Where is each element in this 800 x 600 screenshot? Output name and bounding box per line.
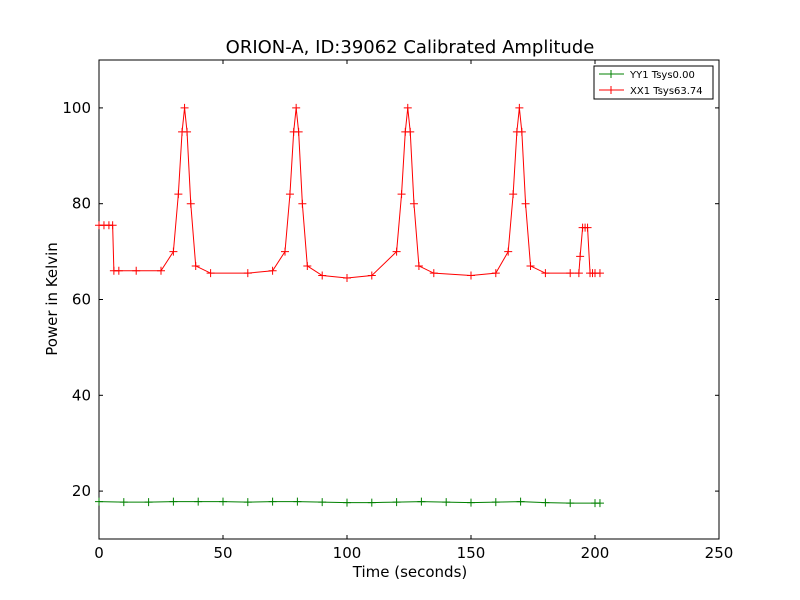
data-point	[243, 498, 252, 507]
data-point	[406, 127, 415, 136]
data-point	[583, 223, 592, 232]
y-axis-ticks: 20 40 60 80 100	[62, 99, 719, 500]
data-point	[595, 269, 604, 278]
data-point	[243, 269, 252, 278]
series-1	[95, 103, 604, 282]
data-point	[318, 271, 327, 280]
data-point	[343, 273, 351, 282]
data-point	[367, 498, 376, 507]
data-point	[467, 498, 475, 507]
data-point	[194, 497, 203, 506]
x-tick-label: 150	[457, 544, 486, 562]
data-point	[157, 266, 165, 275]
data-point	[566, 499, 575, 508]
data-point	[285, 190, 294, 199]
data-point	[541, 269, 550, 278]
data-point	[516, 497, 525, 506]
data-point	[114, 266, 123, 275]
data-point	[595, 499, 604, 508]
data-point	[206, 269, 215, 278]
series-0	[95, 497, 604, 508]
data-point	[294, 127, 303, 136]
data-point	[526, 261, 535, 270]
x-axis-ticks: 0 50 100 150 200 250	[94, 60, 733, 562]
data-point	[298, 199, 307, 208]
data-point	[174, 190, 183, 199]
data-point	[414, 261, 423, 270]
data-point	[397, 190, 406, 199]
series-line	[98, 501, 600, 504]
data-point	[509, 190, 518, 199]
data-point	[417, 497, 426, 506]
plot-area	[98, 59, 720, 540]
data-point	[504, 247, 513, 256]
data-point	[429, 269, 438, 278]
data-point	[409, 199, 418, 208]
y-tick-label: 40	[72, 386, 91, 404]
data-point	[219, 497, 227, 506]
x-tick-label: 50	[213, 544, 232, 562]
data-point	[303, 261, 312, 270]
y-axis-label: Power in Kelvin	[43, 242, 61, 356]
data-point	[521, 199, 530, 208]
data-point	[268, 266, 277, 275]
data-point	[119, 498, 128, 507]
x-tick-label: 100	[333, 544, 362, 562]
data-point	[183, 127, 192, 136]
y-tick-label: 100	[62, 99, 91, 117]
data-point	[541, 498, 550, 507]
data-point	[292, 103, 301, 112]
chart-title: ORION-A, ID:39062 Calibrated Amplitude	[226, 37, 595, 58]
series-line	[99, 107, 600, 279]
data-point	[144, 498, 153, 507]
data-point	[392, 247, 401, 256]
data-point	[392, 498, 401, 507]
y-tick-label: 60	[72, 291, 91, 309]
legend-frame	[593, 65, 714, 100]
data-point	[318, 498, 327, 507]
legend-label-xx1: XX1 Tsys63.74	[630, 86, 703, 97]
data-point	[467, 271, 475, 280]
data-point	[515, 103, 524, 112]
data-point	[95, 497, 103, 506]
data-point	[293, 497, 302, 506]
data-point	[517, 127, 526, 136]
data-point	[191, 261, 200, 270]
data-point	[576, 252, 585, 261]
data-point	[343, 498, 351, 507]
data-point	[180, 103, 189, 112]
data-point	[491, 269, 500, 278]
x-tick-label: 200	[581, 544, 610, 562]
data-point	[367, 271, 376, 280]
legend: YY1 Tsys0.00 XX1 Tsys63.74	[593, 65, 714, 100]
data-point	[108, 221, 117, 230]
y-tick-label: 20	[72, 482, 91, 500]
data-point	[268, 497, 277, 506]
data-point	[169, 497, 178, 506]
series-layer	[95, 103, 604, 508]
x-tick-label: 250	[705, 544, 734, 562]
data-point	[169, 247, 178, 256]
x-tick-label: 0	[94, 544, 104, 562]
x-axis-label: Time (seconds)	[352, 563, 468, 581]
y-tick-label: 80	[72, 195, 91, 213]
data-point	[186, 199, 195, 208]
data-point	[442, 498, 451, 507]
data-point	[574, 269, 583, 278]
data-point	[491, 498, 500, 507]
legend-label-yy1: YY1 Tsys0.00	[629, 70, 695, 81]
data-point	[281, 247, 289, 256]
data-point	[132, 266, 141, 275]
data-point	[403, 103, 412, 112]
data-point	[566, 269, 575, 278]
